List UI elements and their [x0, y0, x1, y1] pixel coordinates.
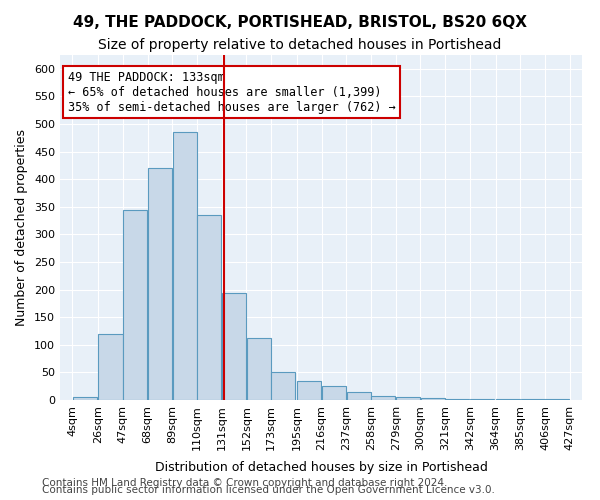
- Bar: [396, 397, 420, 400]
- Bar: [322, 386, 346, 400]
- Y-axis label: Number of detached properties: Number of detached properties: [16, 129, 28, 326]
- Text: Size of property relative to detached houses in Portishead: Size of property relative to detached ho…: [98, 38, 502, 52]
- Bar: [173, 132, 197, 400]
- Bar: [297, 380, 322, 400]
- X-axis label: Distribution of detached houses by size in Portishead: Distribution of detached houses by size …: [155, 461, 487, 474]
- Bar: [123, 210, 148, 400]
- Bar: [148, 168, 172, 400]
- Text: 49, THE PADDOCK, PORTISHEAD, BRISTOL, BS20 6QX: 49, THE PADDOCK, PORTISHEAD, BRISTOL, BS…: [73, 15, 527, 30]
- Bar: [222, 294, 246, 400]
- Bar: [197, 215, 221, 400]
- Bar: [98, 334, 122, 400]
- Bar: [73, 397, 97, 400]
- Bar: [445, 399, 469, 400]
- Bar: [371, 396, 395, 400]
- Text: 49 THE PADDOCK: 133sqm
← 65% of detached houses are smaller (1,399)
35% of semi-: 49 THE PADDOCK: 133sqm ← 65% of detached…: [68, 70, 395, 114]
- Bar: [247, 338, 271, 400]
- Bar: [347, 392, 371, 400]
- Text: Contains HM Land Registry data © Crown copyright and database right 2024.: Contains HM Land Registry data © Crown c…: [42, 478, 448, 488]
- Bar: [271, 372, 295, 400]
- Text: Contains public sector information licensed under the Open Government Licence v3: Contains public sector information licen…: [42, 485, 495, 495]
- Bar: [421, 398, 445, 400]
